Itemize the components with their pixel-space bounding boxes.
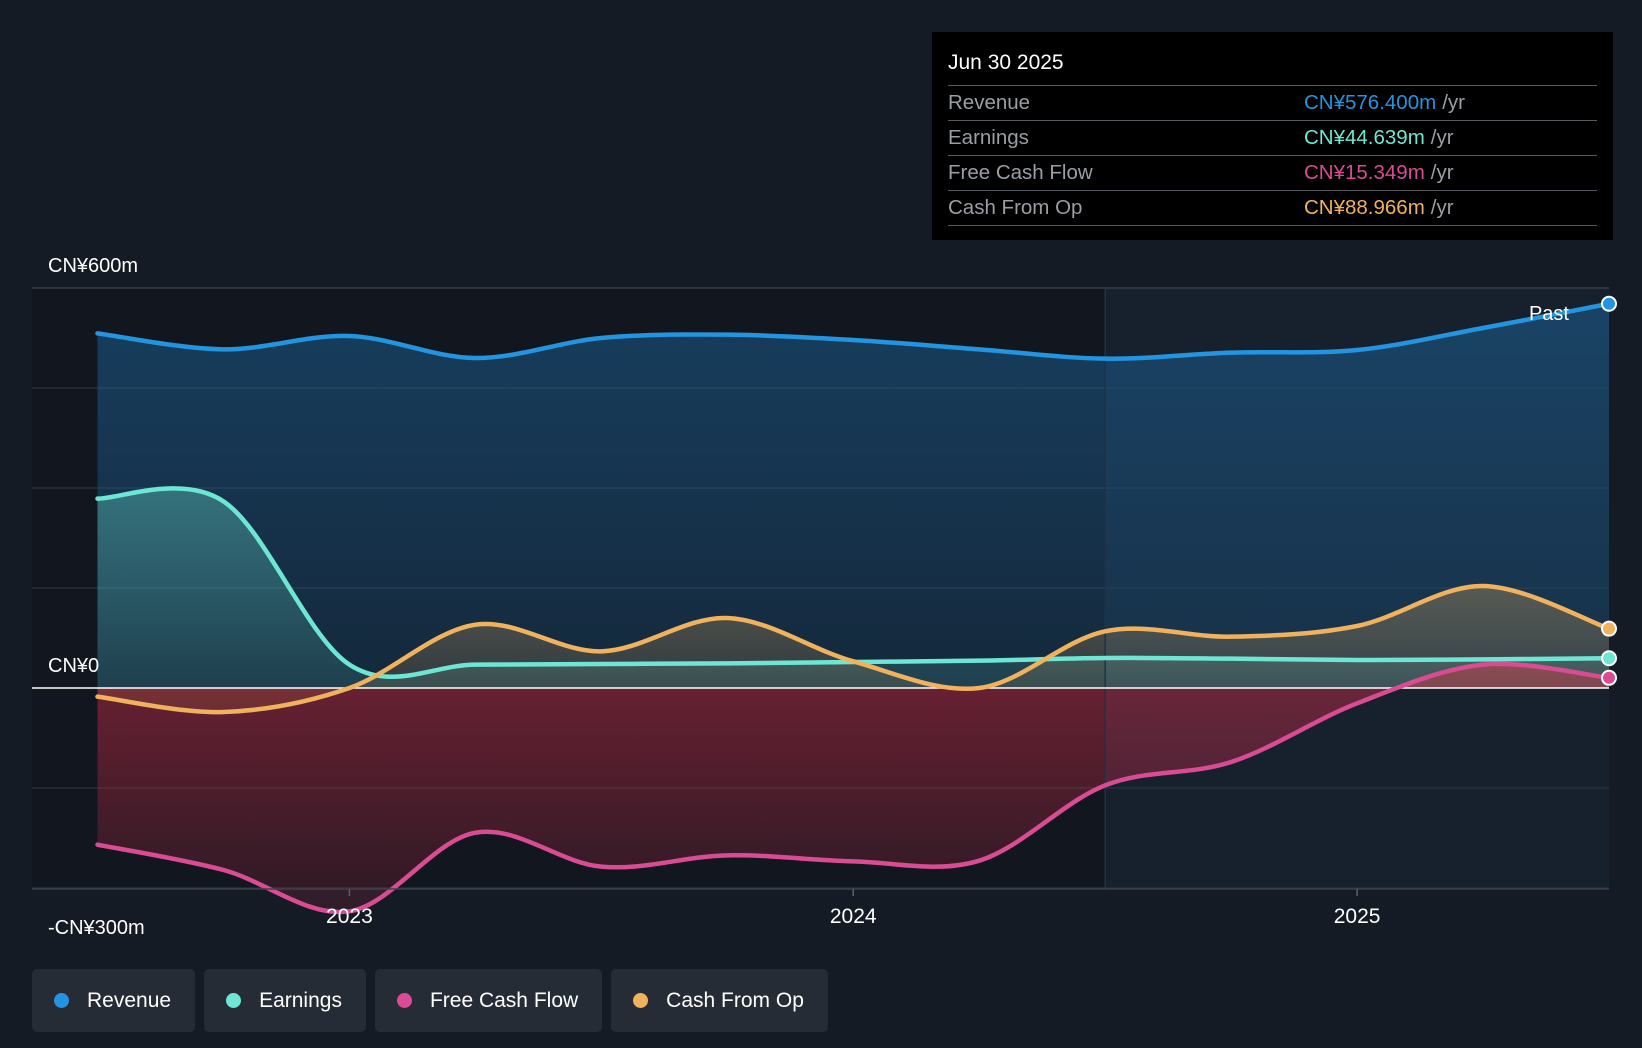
tooltip-label: Cash From Op xyxy=(948,196,1083,219)
free-cash-flow-dot-icon xyxy=(396,993,412,1008)
legend-label: Free Cash Flow xyxy=(429,988,579,1012)
tooltip-value: CN¥576.400m xyxy=(1304,91,1437,114)
revenue-end-dot xyxy=(1601,295,1617,312)
legend-label: Cash From Op xyxy=(666,988,804,1012)
y-axis-labels: CN¥600m CN¥0 -CN¥300m xyxy=(48,255,145,939)
x-tick-label: 2023 xyxy=(326,905,373,928)
series-end-dots xyxy=(1601,295,1617,686)
tooltip-unit: /yr xyxy=(1430,126,1454,149)
revenue-dot-icon xyxy=(54,993,69,1008)
revenue-line xyxy=(95,301,1612,361)
x-axis-labels: 2023 2024 2025 xyxy=(326,889,1380,928)
free-cash-flow-line xyxy=(95,661,1612,915)
tooltip-unit: /yr xyxy=(1442,91,1465,114)
free-cash-flow-area xyxy=(97,663,1609,913)
cash-from-op-dot-icon xyxy=(633,993,649,1008)
revenue-area xyxy=(97,303,1609,688)
tooltip-value: CN¥88.966m xyxy=(1304,196,1425,219)
y-tick-label: CN¥600m xyxy=(48,255,138,277)
chart: CN¥600m CN¥0 -CN¥300m 2023 2024 2025 Past xyxy=(32,255,1617,939)
legend-label: Revenue xyxy=(87,988,172,1012)
y-tick-label: CN¥0 xyxy=(48,655,99,677)
free-cash-flow-end-dot xyxy=(1601,669,1617,686)
y-tick-label: -CN¥300m xyxy=(48,917,145,939)
cash-from-op-area xyxy=(97,585,1609,713)
tooltip-label: Earnings xyxy=(948,126,1029,149)
earnings-end-dot xyxy=(1601,650,1617,667)
x-tick-label: 2024 xyxy=(830,905,877,928)
tooltip-value: CN¥15.349m xyxy=(1304,161,1425,184)
tooltip: Jun 30 2025 Revenue CN¥576.400m /yr Earn… xyxy=(932,32,1613,240)
tooltip-unit: /yr xyxy=(1430,161,1454,184)
tooltip-label: Free Cash Flow xyxy=(948,161,1093,184)
cash-from-op-end-dot xyxy=(1601,620,1617,637)
tooltip-label: Revenue xyxy=(948,91,1031,114)
legend-item-revenue[interactable]: Revenue xyxy=(32,969,196,1032)
x-tick-label: 2025 xyxy=(1334,905,1381,928)
series-lines xyxy=(95,301,1612,915)
legend-label: Earnings xyxy=(259,988,342,1012)
tooltip-row-earnings: Earnings CN¥44.639m /yr xyxy=(948,120,1597,155)
legend: Revenue Earnings Free Cash Flow Cash Fro… xyxy=(32,969,828,1032)
tooltip-row-cash-from-op: Cash From Op CN¥88.966m /yr xyxy=(948,190,1597,226)
legend-item-cash-from-op[interactable]: Cash From Op xyxy=(611,969,828,1032)
cash-from-op-line xyxy=(95,583,1612,715)
tooltip-row-free-cash-flow: Free Cash Flow CN¥15.349m /yr xyxy=(948,155,1597,190)
series-areas xyxy=(97,303,1609,913)
tooltip-date: Jun 30 2025 xyxy=(948,51,1064,74)
tooltip-value: CN¥44.639m xyxy=(1304,126,1425,149)
past-label: Past xyxy=(1529,303,1569,325)
tooltip-row-revenue: Revenue CN¥576.400m /yr xyxy=(948,85,1597,120)
legend-item-earnings[interactable]: Earnings xyxy=(204,969,366,1032)
legend-item-free-cash-flow[interactable]: Free Cash Flow xyxy=(374,969,603,1032)
tooltip-unit: /yr xyxy=(1430,196,1454,219)
earnings-dot-icon xyxy=(226,993,242,1008)
